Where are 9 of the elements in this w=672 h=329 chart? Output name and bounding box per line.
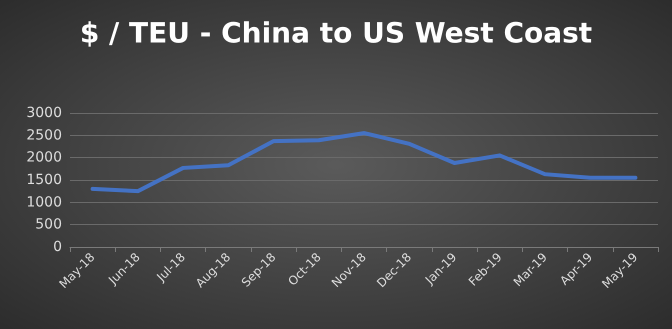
- chart-title: $ / TEU - China to US West Coast: [80, 16, 592, 50]
- y-tick-label: 3000: [26, 105, 62, 121]
- y-tick-label: 0: [53, 239, 62, 255]
- line-series: [90, 131, 638, 194]
- y-tick-label: 1500: [26, 172, 62, 188]
- y-tick-label: 1000: [26, 194, 62, 210]
- y-tick-label: 500: [35, 216, 62, 233]
- y-tick-label: 2500: [26, 127, 62, 144]
- y-tick-label: 2000: [26, 150, 62, 166]
